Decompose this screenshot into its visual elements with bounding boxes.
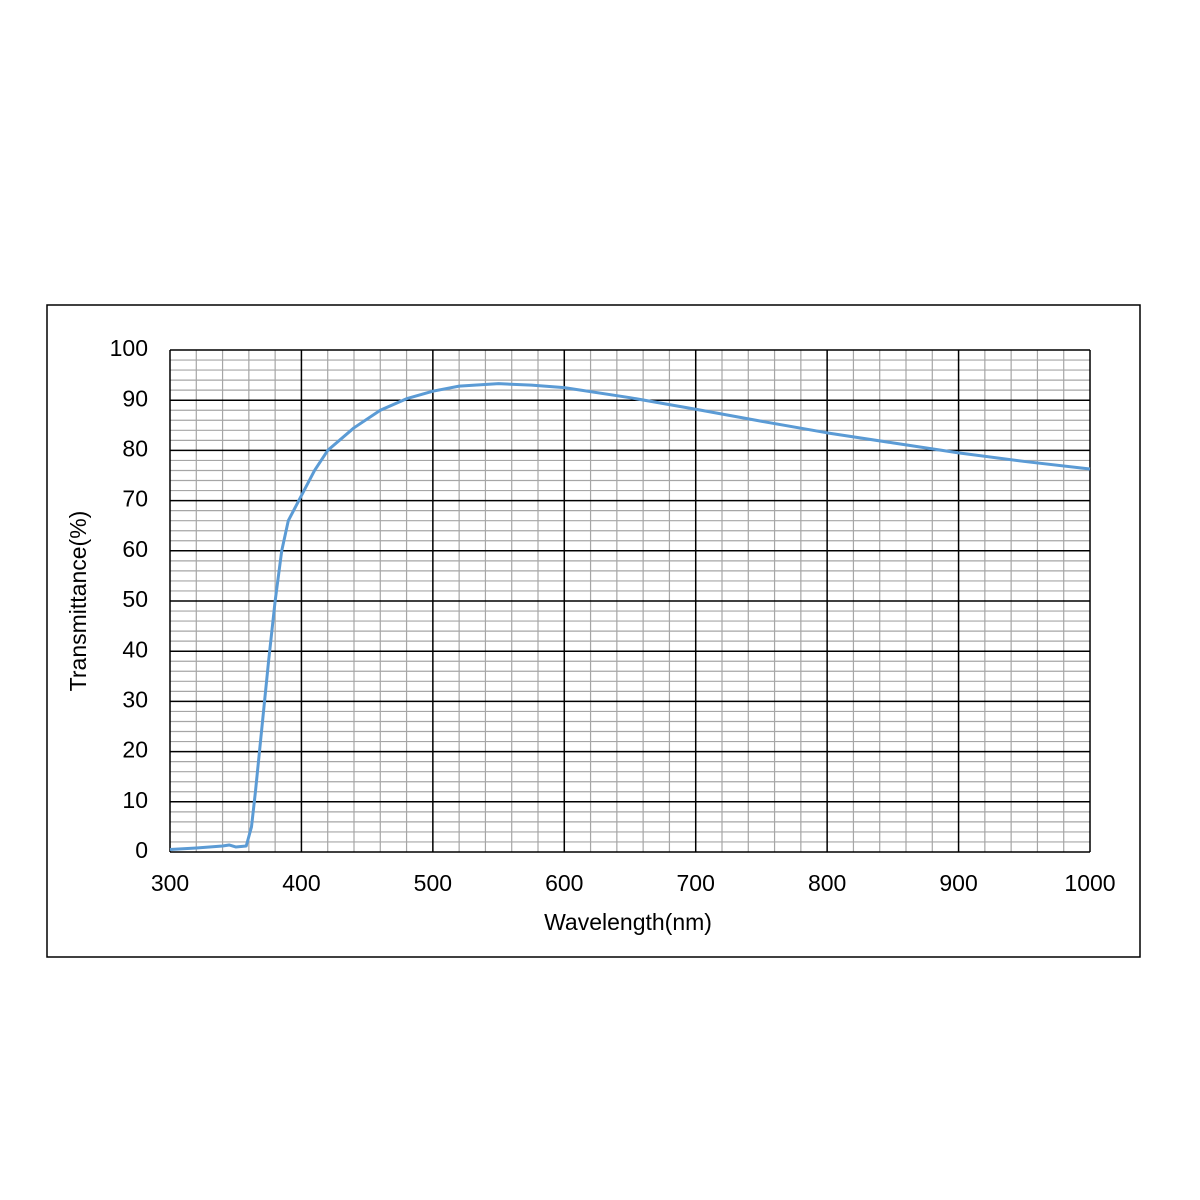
y-tick-label: 40 [122, 636, 148, 662]
x-tick-label: 400 [282, 870, 320, 896]
grid [169, 349, 1091, 853]
x-tick-label: 500 [414, 870, 452, 896]
x-tick-label: 600 [545, 870, 583, 896]
y-tick-label: 50 [122, 586, 148, 612]
x-axis-label: Wavelength(nm) [544, 909, 712, 935]
y-tick-label: 0 [135, 837, 148, 863]
y-tick-label: 30 [122, 686, 148, 712]
x-tick-label: 700 [677, 870, 715, 896]
x-tick-label: 800 [808, 870, 846, 896]
y-tick-label: 80 [122, 435, 148, 461]
y-tick-label: 20 [122, 737, 148, 763]
y-tick-label: 60 [122, 536, 148, 562]
y-tick-label: 90 [122, 385, 148, 411]
y-tick-label: 100 [110, 335, 148, 361]
x-tick-label: 300 [151, 870, 189, 896]
y-axis-label: Transmittance(%) [65, 511, 91, 692]
y-tick-label: 10 [122, 787, 148, 813]
y-tick-label: 70 [122, 486, 148, 512]
data-line [169, 382, 1091, 851]
x-tick-label: 1000 [1064, 870, 1115, 896]
x-tick-label: 900 [939, 870, 977, 896]
